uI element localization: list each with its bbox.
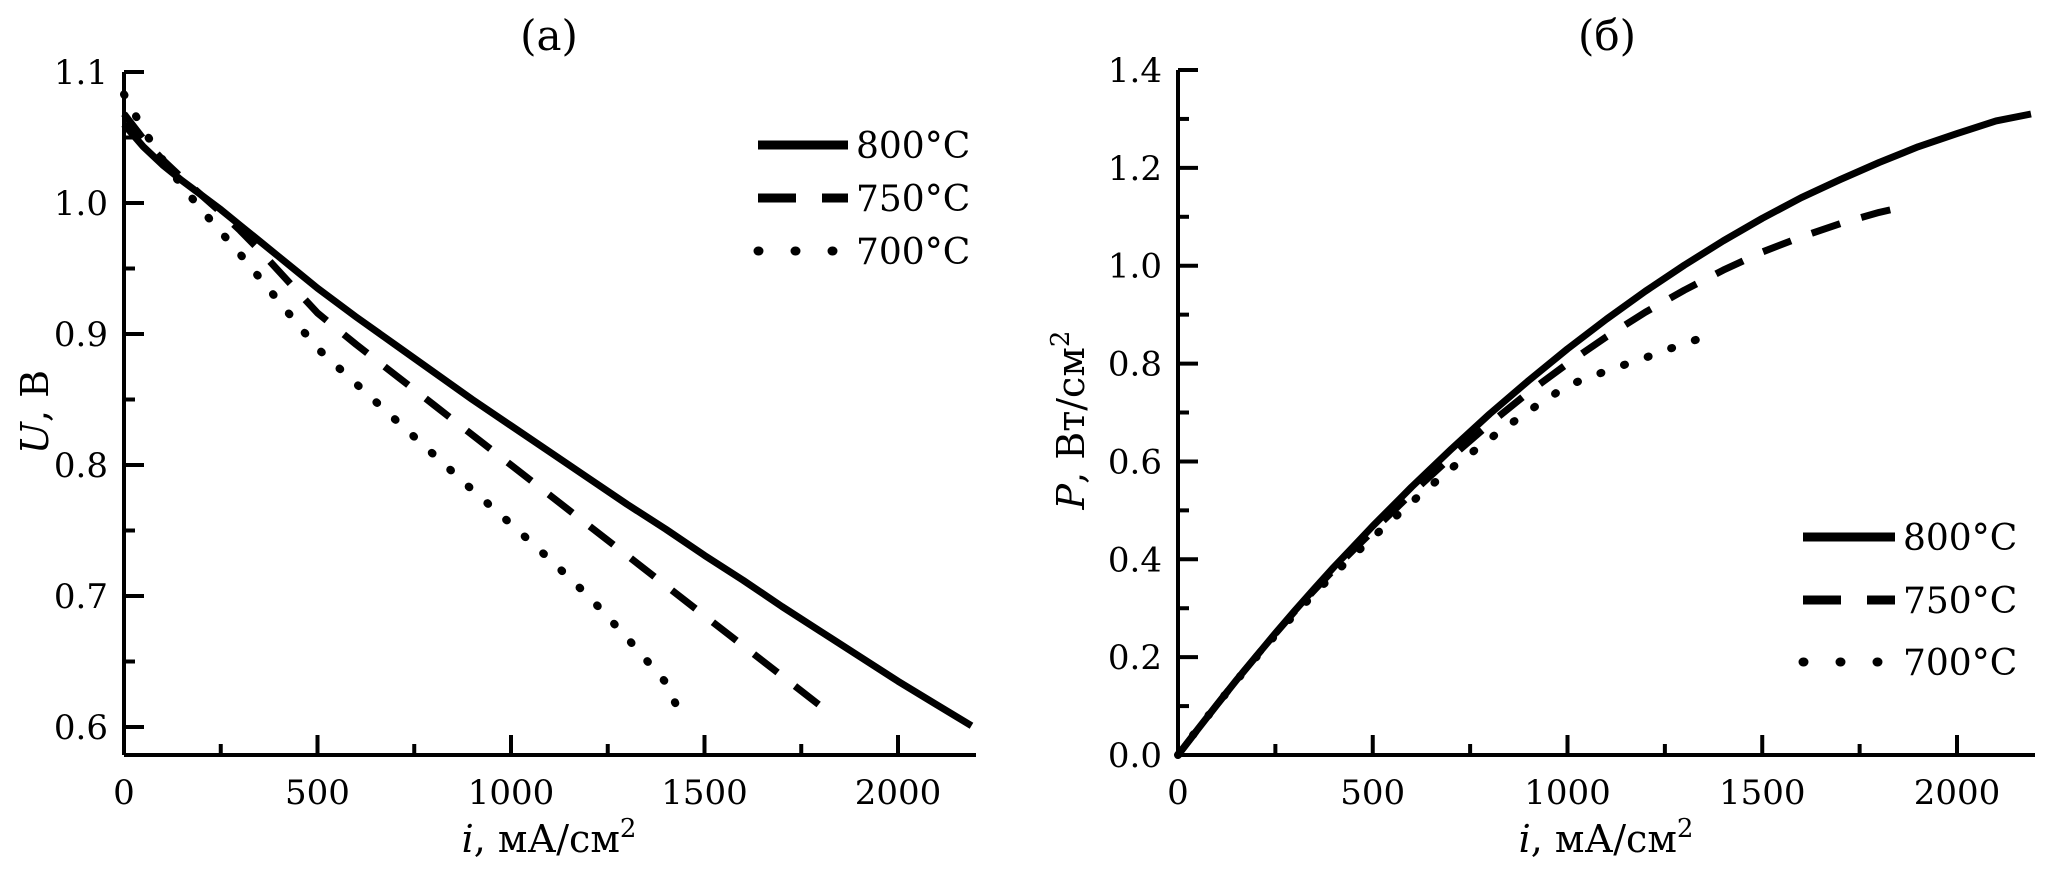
x-tick-label-b-0: 0 (1167, 773, 1189, 813)
x-tick-label-b-1500: 1500 (1719, 773, 1806, 813)
y-tick-label-a-0.9: 0.9 (54, 315, 108, 355)
panel-a: (а) i, мА/см2 U, В 0 500 1000 1500 2000 1.1 1.… (13, 11, 976, 861)
panel-b-title: (б) (1578, 11, 1636, 60)
legend-a-label-800C: 800°C (856, 126, 970, 167)
y-tick-label-b-0.4: 0.4 (1108, 540, 1162, 580)
y-tick-label-a-1.0: 1.0 (54, 184, 108, 224)
y-tick-label-b-1.4: 1.4 (1108, 51, 1162, 91)
x-tick-label-b-1000: 1000 (1524, 773, 1611, 813)
x-tick-label-a-500: 500 (285, 773, 350, 813)
y-tick-label-a-0.7: 0.7 (54, 577, 108, 617)
x-tick-label-a-2000: 2000 (855, 773, 942, 813)
curve-a-750C (121, 111, 823, 709)
y-tick-label-a-0.8: 0.8 (54, 446, 108, 486)
y-tick-label-b-1.2: 1.2 (1108, 149, 1162, 189)
panel-b-x-axis-label: i, мА/см2 (1519, 814, 1694, 861)
y-tick-label-b-0.2: 0.2 (1108, 638, 1162, 678)
x-tick-label-a-1500: 1500 (661, 773, 748, 813)
legend-b-label-750C: 750°C (1903, 581, 2017, 622)
panel-a-y-axis-label: U, В (13, 370, 57, 454)
panel-a-title: (а) (520, 11, 578, 60)
legend-a-label-750C: 750°C (856, 179, 970, 220)
panel-b-y-axis-label: P, Вт/см2 (1046, 331, 1093, 511)
legend-b-label-700C: 700°C (1903, 643, 2017, 684)
panel-b: (б) i, мА/см2 P, Вт/см2 0 500 1000 1500 2000… (1046, 11, 2035, 861)
x-tick-label-b-2000: 2000 (1914, 773, 2001, 813)
legend-b-label-800C: 800°C (1903, 518, 2017, 559)
x-tick-label-b-500: 500 (1340, 773, 1405, 813)
y-tick-label-a-1.1: 1.1 (54, 53, 108, 93)
curve-a-700C (120, 90, 690, 729)
y-tick-label-b-1.0: 1.0 (1108, 247, 1162, 287)
y-tick-label-a-0.6: 0.6 (54, 708, 108, 748)
panel-b-plot: 0 500 1000 1500 2000 1.4 1.2 1.0 0.8 0.6 0.4 0.2 0.0… (1108, 51, 2035, 813)
y-tick-label-b-0.0: 0.0 (1108, 736, 1162, 776)
panel-a-plot: 0 500 1000 1500 2000 1.1 1.0 0.9 0.8 0.7 0.6 800°C 7… (54, 53, 976, 813)
y-tick-label-b-0.6: 0.6 (1108, 442, 1162, 482)
x-tick-label-a-0: 0 (113, 773, 135, 813)
curve-b-750C (1175, 204, 1900, 758)
curve-a-800C (121, 122, 974, 729)
panel-a-x-axis-label: i, мА/см2 (462, 814, 637, 861)
curve-b-700C (1174, 329, 1722, 759)
curve-b-800C (1175, 110, 2032, 758)
x-tick-label-a-1000: 1000 (468, 773, 555, 813)
legend-a-label-700C: 700°C (856, 232, 970, 273)
y-tick-label-b-0.8: 0.8 (1108, 345, 1162, 385)
